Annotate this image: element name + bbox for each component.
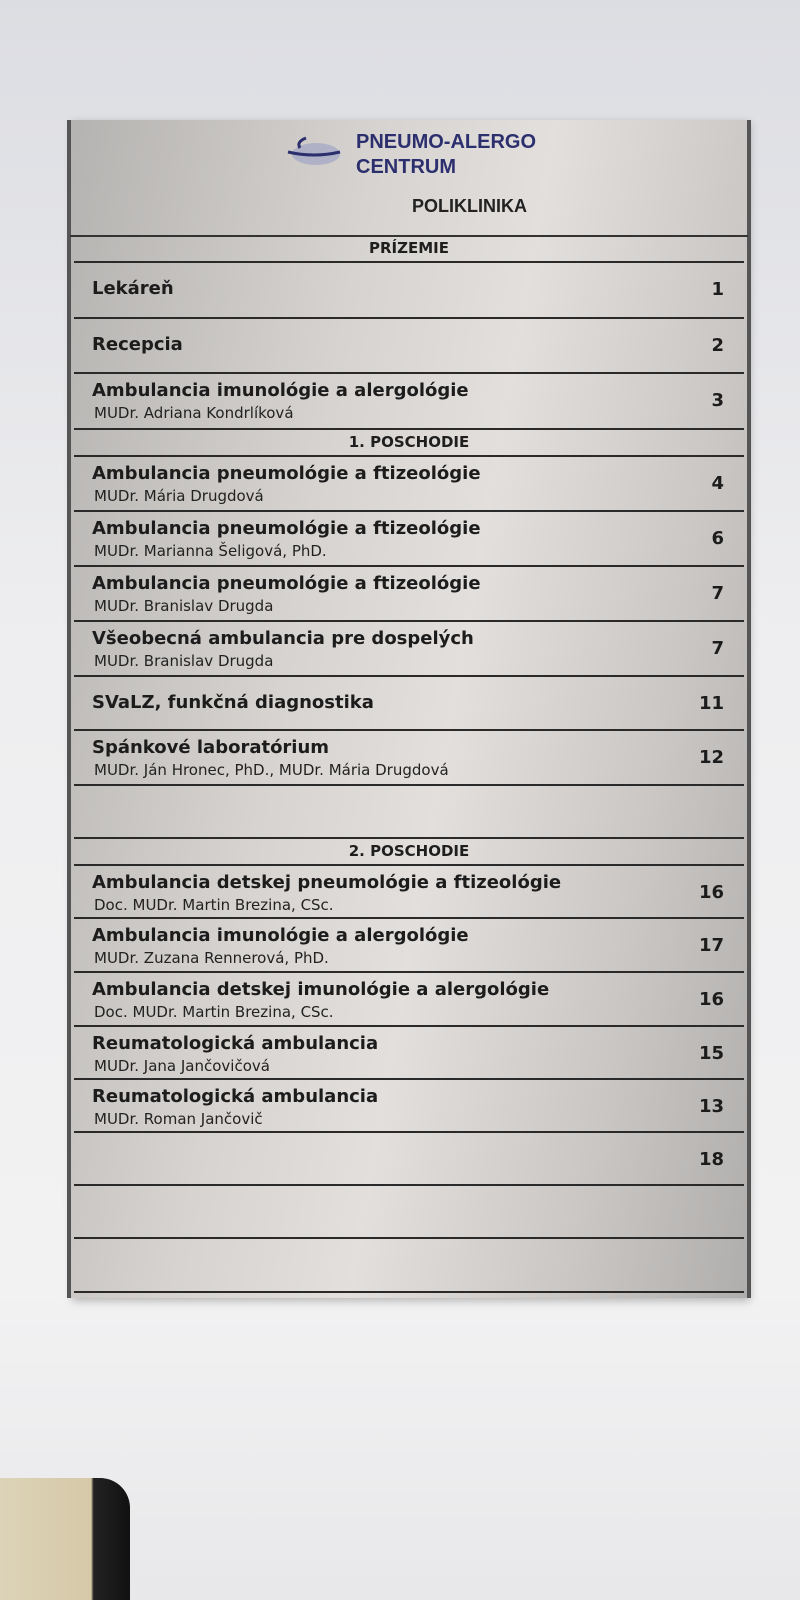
room-number: 15 xyxy=(698,1043,724,1064)
room-number: 17 xyxy=(698,935,724,956)
department-name: Reumatologická ambulancia xyxy=(92,1086,379,1107)
directory-row: Lekáreň 1 xyxy=(74,263,744,319)
doctor-name: MUDr. Marianna Šeligová, PhD. xyxy=(94,542,327,560)
directory-row: Všeobecná ambulancia pre dospelých MUDr. … xyxy=(74,622,744,677)
directory-row xyxy=(74,1239,744,1293)
room-number: 6 xyxy=(711,528,724,549)
department-name: Ambulancia pneumológie a ftizeológie xyxy=(92,573,481,594)
doctor-name: MUDr. Roman Jančovič xyxy=(94,1110,263,1128)
department-name: Ambulancia detskej imunológie a alergoló… xyxy=(92,979,550,1000)
doctor-name: Doc. MUDr. Martin Brezina, CSc. xyxy=(94,896,334,914)
directory-row xyxy=(74,1186,744,1239)
directory-row: Reumatologická ambulancia MUDr. Roman Jan… xyxy=(74,1080,744,1133)
directory-row xyxy=(74,786,744,839)
directory-row: Ambulancia imunológie a alergológie MUDr.… xyxy=(74,919,744,973)
directory-row: Ambulancia detskej imunológie a alergoló… xyxy=(74,973,744,1027)
doctor-name: MUDr. Zuzana Rennerová, PhD. xyxy=(94,949,329,967)
directory-row: Recepcia 2 xyxy=(74,319,744,374)
department-name: Reumatologická ambulancia xyxy=(92,1033,379,1054)
doctor-name: MUDr. Adriana Kondrlíková xyxy=(94,404,294,422)
directory-row: Ambulancia pneumológie a ftizeológie MUDr… xyxy=(74,512,744,567)
room-number: 18 xyxy=(698,1149,724,1170)
doctor-name: MUDr. Mária Drugdová xyxy=(94,487,264,505)
directory-row: Spánkové laboratórium MUDr. Ján Hronec, P… xyxy=(74,731,744,786)
floor-heading: 1. POSCHODIE xyxy=(74,430,744,457)
department-name: Všeobecná ambulancia pre dospelých xyxy=(92,628,474,649)
room-number: 16 xyxy=(698,882,724,903)
sign-header: PNEUMO-ALERGO CENTRUM POLIKLINIKA xyxy=(70,120,748,237)
directory-sign: PNEUMO-ALERGO CENTRUM POLIKLINIKA PRÍZEM… xyxy=(67,120,751,1298)
brand-line-2: CENTRUM xyxy=(356,156,456,178)
floor-heading: 2. POSCHODIE xyxy=(74,839,744,866)
floor-heading: PRÍZEMIE xyxy=(74,236,744,263)
room-number: 12 xyxy=(698,747,724,768)
lungs-logo-icon xyxy=(287,136,341,165)
directory-row: Ambulancia detskej pneumológie a ftizeol… xyxy=(74,866,744,919)
directory-row: Ambulancia pneumológie a ftizeológie MUDr… xyxy=(74,567,744,622)
room-number: 7 xyxy=(711,583,724,604)
room-number: 7 xyxy=(711,638,724,659)
subtitle: POLIKLINIKA xyxy=(412,196,527,216)
department-name: Ambulancia pneumológie a ftizeológie xyxy=(92,518,481,539)
department-name: SVaLZ, funkčná diagnostika xyxy=(92,692,374,713)
directory-row: SVaLZ, funkčná diagnostika 11 xyxy=(74,677,744,731)
directory-row: Reumatologická ambulancia MUDr. Jana Janč… xyxy=(74,1027,744,1080)
department-name: Spánkové laboratórium xyxy=(92,737,330,758)
department-name: Ambulancia pneumológie a ftizeológie xyxy=(92,463,481,484)
doctor-name: Doc. MUDr. Martin Brezina, CSc. xyxy=(94,1003,334,1021)
room-number: 13 xyxy=(698,1096,724,1117)
doctor-name: MUDr. Jana Jančovičová xyxy=(94,1057,270,1075)
doctor-name: MUDr. Branislav Drugda xyxy=(94,652,274,670)
doctor-name: MUDr. Branislav Drugda xyxy=(94,597,274,615)
right-rail xyxy=(747,120,751,1298)
room-number: 2 xyxy=(711,335,724,356)
room-number: 3 xyxy=(711,390,724,411)
brand-name: PNEUMO-ALERGO CENTRUM xyxy=(356,130,536,180)
left-rail xyxy=(67,120,71,1298)
department-name: Ambulancia imunológie a alergológie xyxy=(92,380,469,401)
doctor-name: MUDr. Ján Hronec, PhD., MUDr. Mária Drug… xyxy=(94,761,449,779)
room-number: 4 xyxy=(711,473,724,494)
directory-row: Ambulancia imunológie a alergológie MUDr.… xyxy=(74,374,744,430)
department-name: Recepcia xyxy=(92,334,183,355)
department-name: Ambulancia detskej pneumológie a ftizeol… xyxy=(92,872,562,893)
department-name: Lekáreň xyxy=(92,278,174,299)
brand-line-1: PNEUMO-ALERGO xyxy=(356,131,536,153)
room-number: 11 xyxy=(698,693,724,714)
directory-row: Ambulancia pneumológie a ftizeológie MUDr… xyxy=(74,457,744,512)
object-bottom-left xyxy=(0,1478,130,1600)
room-number: 16 xyxy=(698,989,724,1010)
department-name: Ambulancia imunológie a alergológie xyxy=(92,925,469,946)
directory-row: 18 xyxy=(74,1133,744,1186)
room-number: 1 xyxy=(711,279,724,300)
